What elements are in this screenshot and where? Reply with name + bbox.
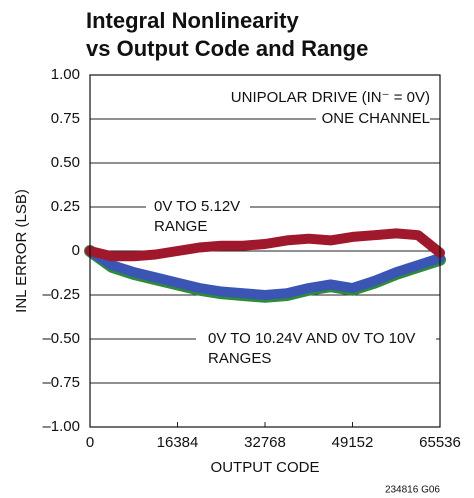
annotation: 0V TO 10.24V AND 0V TO 10V — [208, 330, 415, 347]
x-tick-label: 0 — [86, 434, 94, 451]
x-tick-label: 65536 — [419, 434, 461, 451]
label-bg — [196, 330, 436, 348]
y-tick-label: –0.25 — [42, 286, 80, 303]
annotation: RANGE — [154, 218, 207, 235]
annotation: UNIPOLAR DRIVE (IN⁻ = 0V) — [231, 89, 430, 106]
annotation: ONE CHANNEL — [322, 110, 430, 127]
y-tick-label: 0 — [72, 242, 80, 259]
series-line — [85, 228, 445, 262]
y-tick-label: 0.50 — [51, 154, 80, 171]
y-tick-label: –1.00 — [42, 418, 80, 435]
y-tick-label: 0.75 — [51, 110, 80, 127]
annotation: RANGES — [208, 350, 271, 367]
label-bg — [316, 110, 430, 128]
plot-frame — [89, 74, 441, 428]
chart-title: Integral Nonlinearity — [86, 8, 299, 33]
footnote: 234816 G06 — [385, 485, 440, 496]
y-tick-label: 0.25 — [51, 198, 80, 215]
x-tick-label: 16384 — [157, 434, 199, 451]
x-tick-label: 49152 — [332, 434, 374, 451]
x-axis-label: OUTPUT CODE — [211, 459, 320, 476]
chart-title: vs Output Code and Range — [86, 36, 368, 61]
y-tick-label: –0.75 — [42, 374, 80, 391]
y-tick-label: –0.50 — [42, 330, 80, 347]
plot — [84, 228, 446, 303]
x-tick-label: 32768 — [244, 434, 286, 451]
series-line — [85, 246, 445, 300]
annotation: 0V TO 5.12V — [154, 198, 240, 215]
y-axis-label: INL ERROR (LSB) — [13, 189, 30, 313]
label-bg — [146, 198, 250, 216]
annotations: UNIPOLAR DRIVE (IN⁻ = 0V) ONE CHANNEL 0V… — [146, 89, 436, 367]
y-tick-label: 1.00 — [51, 66, 80, 83]
